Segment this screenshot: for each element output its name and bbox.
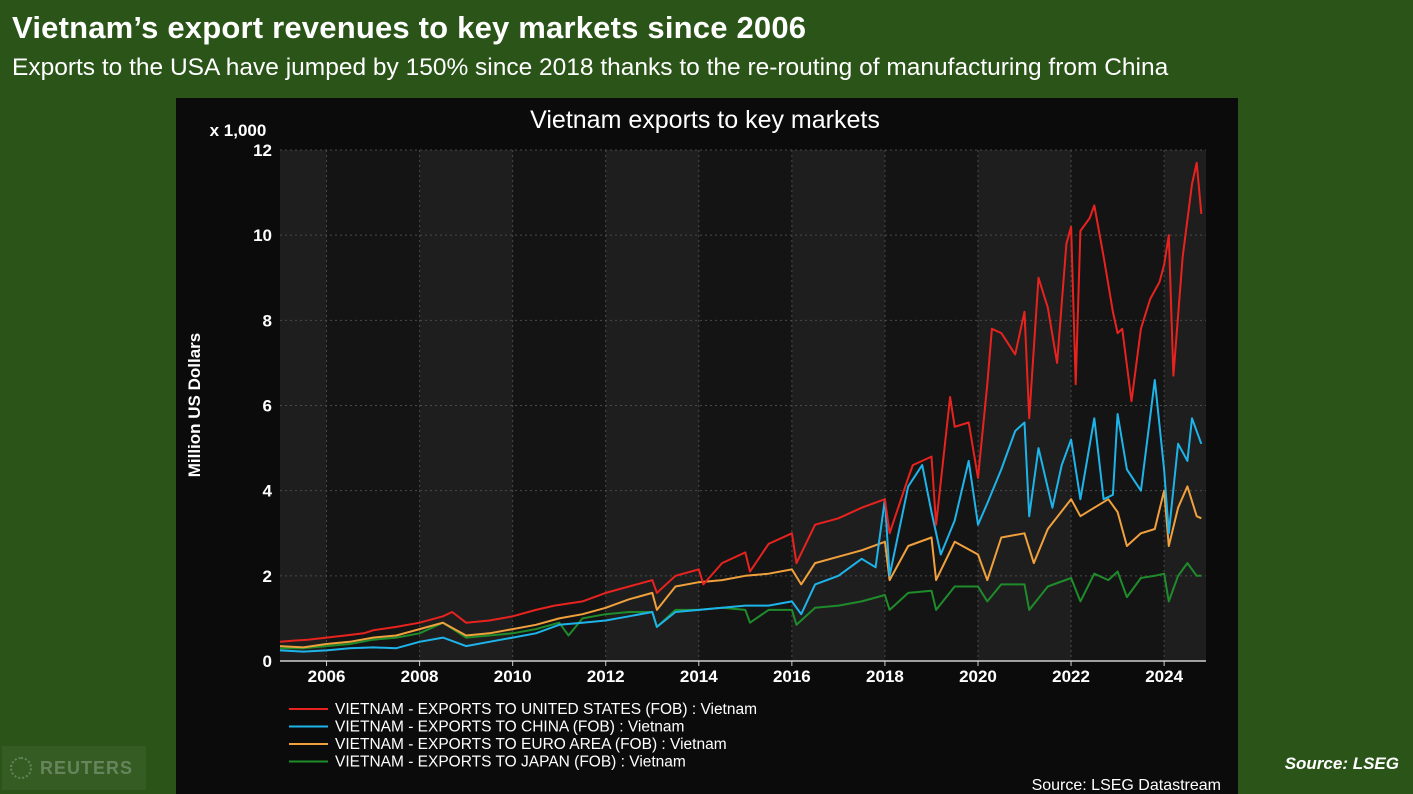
chart-source-note: Source: LSEG Datastream: [1032, 777, 1221, 794]
y-tick-label: 8: [263, 311, 272, 330]
series-lines: [279, 161, 1203, 653]
x-tick-label: 2016: [773, 667, 811, 686]
legend: VIETNAM - EXPORTS TO UNITED STATES (FOB)…: [289, 701, 757, 771]
x-tick-label: 2012: [587, 667, 625, 686]
page-subheadline: Exports to the USA have jumped by 150% s…: [12, 54, 1169, 81]
legend-label: VIETNAM - EXPORTS TO EURO AREA (FOB) : V…: [335, 736, 727, 753]
y-tick-label: 10: [253, 226, 272, 245]
series-line: [279, 379, 1203, 653]
y-tick-label: 12: [253, 141, 272, 160]
x-tick-label: 2006: [308, 667, 346, 686]
series-line: [280, 562, 1202, 650]
reuters-logo-icon: [10, 757, 32, 779]
x-tick-label: 2024: [1145, 667, 1183, 686]
x-tick-label: 2008: [401, 667, 439, 686]
gridlines: [280, 149, 1206, 661]
x-tick-label: 2022: [1052, 667, 1090, 686]
source-label: Source: LSEG: [1284, 754, 1399, 773]
y-tick-label: 0: [263, 652, 272, 671]
legend-label: VIETNAM - EXPORTS TO UNITED STATES (FOB)…: [335, 701, 757, 718]
legend-label: VIETNAM - EXPORTS TO CHINA (FOB) : Vietn…: [335, 719, 684, 736]
reuters-wordmark: REUTERS: [40, 757, 134, 778]
y-tick-label: 6: [263, 397, 272, 416]
y-multiplier-label: x 1,000: [210, 121, 267, 140]
line-chart: 2006 2008 2010 2012 2014 2016 2018 2020 2022 2024…: [176, 98, 1238, 794]
legend-label: VIETNAM - EXPORTS TO JAPAN (FOB) : Vietn…: [335, 754, 686, 771]
plot-area: [280, 150, 1206, 661]
page-headline: Vietnam’s export revenues to key markets…: [12, 10, 807, 45]
chart-panel: 2006 2008 2010 2012 2014 2016 2018 2020 2022 2024…: [176, 98, 1238, 794]
chart-title: Vietnam exports to key markets: [530, 106, 880, 134]
axes: 2006 2008 2010 2012 2014 2016 2018 2020 2022 2024…: [253, 141, 1206, 686]
y-tick-label: 2: [263, 567, 272, 586]
y-axis-label: Million US Dollars: [185, 333, 204, 478]
x-tick-label: 2018: [866, 667, 904, 686]
reuters-watermark: REUTERS: [2, 746, 146, 790]
x-tick-label: 2020: [959, 667, 997, 686]
plot-band: [326, 150, 420, 661]
series-line: [279, 485, 1202, 649]
y-tick-label: 4: [263, 482, 273, 501]
x-tick-label: 2010: [494, 667, 532, 686]
series-line: [279, 161, 1203, 643]
x-tick-label: 2014: [680, 667, 718, 686]
